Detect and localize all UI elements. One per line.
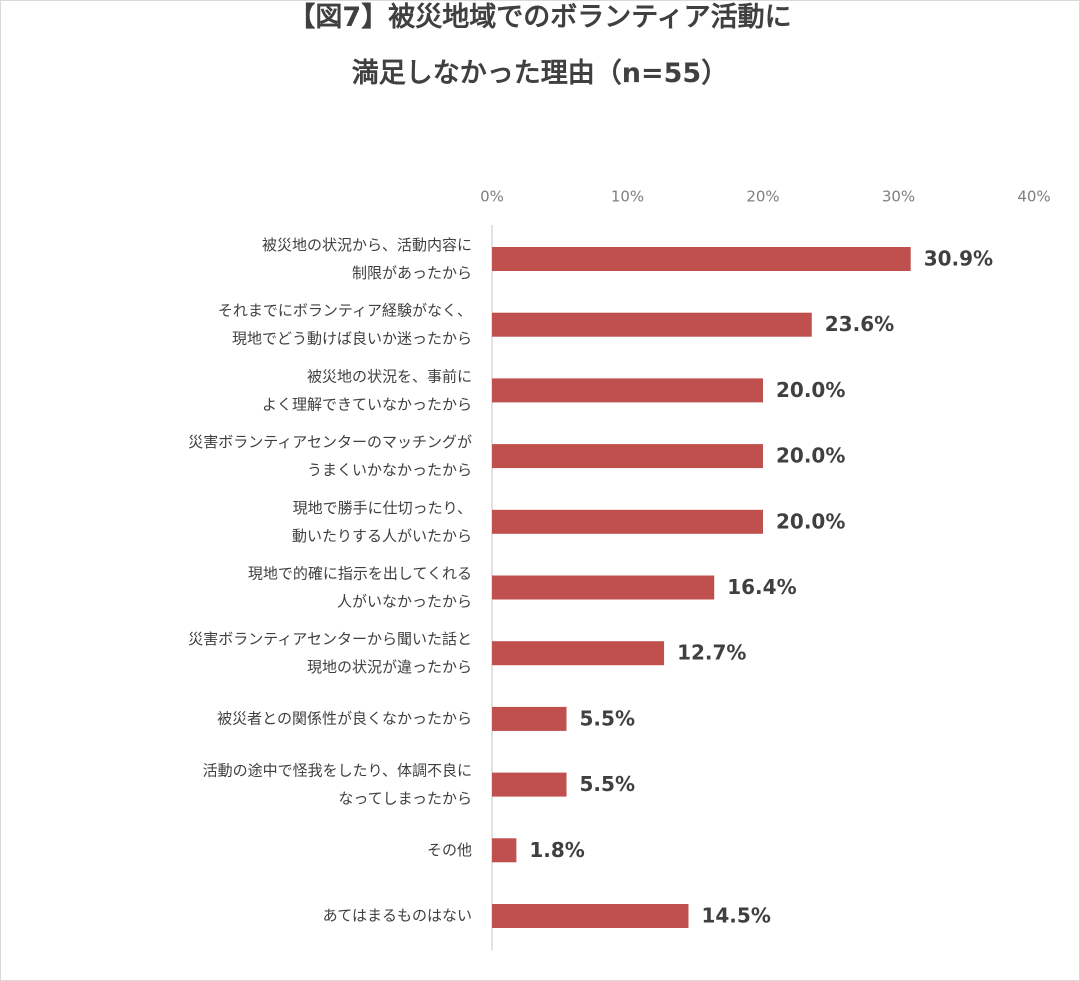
- bar: [492, 378, 763, 403]
- y-tick-label: 現地で的確に指示を出してくれる人がいなかったから: [248, 564, 472, 610]
- bar: [492, 312, 812, 337]
- data-label: 20.0%: [776, 444, 845, 468]
- bar: [492, 838, 517, 863]
- data-label: 30.9%: [924, 247, 993, 271]
- bar: [492, 772, 567, 797]
- bar: [492, 904, 689, 928]
- x-tick-label: 20%: [746, 188, 779, 206]
- bar: [492, 247, 911, 271]
- bar: [492, 575, 715, 600]
- bar: [492, 444, 763, 469]
- data-label: 1.8%: [529, 838, 584, 862]
- y-tick-label: 被災者との関係性が良くなかったから: [217, 709, 472, 727]
- bar: [492, 509, 763, 534]
- bar: [492, 641, 665, 666]
- y-tick-label: それまでにボランティア経験がなく、現地でどう動けば良いか迷ったから: [218, 301, 472, 347]
- y-tick-label: 活動の途中で怪我をしたり、体調不良になってしまったから: [203, 761, 472, 807]
- y-tick-label: 被災地の状況を、事前によく理解できていなかったから: [262, 367, 472, 413]
- bar: [492, 706, 567, 731]
- data-label: 16.4%: [727, 575, 796, 599]
- chart-title: 【図7】被災地域でのボランティア活動に満足しなかった理由（n=55）: [288, 2, 791, 89]
- y-tick-label: 災害ボランティアセンターのマッチングがうまくいかなかったから: [188, 433, 472, 479]
- data-label: 20.0%: [776, 509, 845, 533]
- data-label: 12.7%: [677, 641, 746, 665]
- data-label: 5.5%: [580, 706, 635, 730]
- y-tick-label: 現地で勝手に仕切ったり、動いたりする人がいたから: [292, 498, 472, 544]
- data-label: 20.0%: [776, 378, 845, 402]
- data-label: 23.6%: [825, 312, 894, 336]
- y-tick-label: 被災地の状況から、活動内容に制限があったから: [262, 236, 472, 282]
- x-tick-label: 40%: [1017, 188, 1050, 206]
- x-tick-label: 30%: [882, 188, 915, 206]
- y-tick-label: その他: [427, 841, 472, 859]
- x-tick-label: 10%: [611, 188, 644, 206]
- x-tick-label: 0%: [480, 188, 504, 206]
- data-label: 14.5%: [701, 904, 770, 928]
- y-tick-label: あてはまるものはない: [323, 907, 472, 925]
- y-tick-label: 災害ボランティアセンターから聞いた話と現地の状況が違ったから: [188, 630, 472, 676]
- data-label: 5.5%: [580, 772, 635, 796]
